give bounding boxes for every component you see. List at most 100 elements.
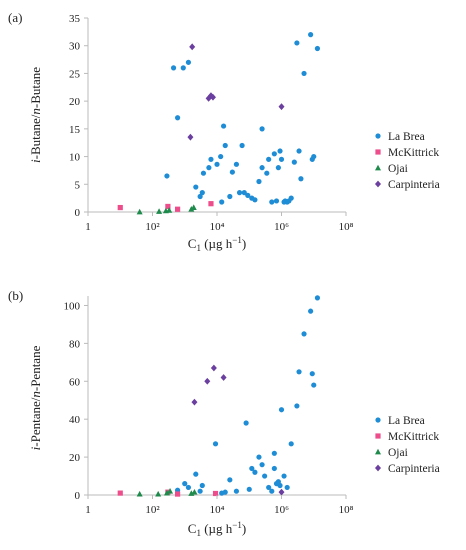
la-brea-point <box>298 176 304 182</box>
legend-a: La Brea McKittrick Ojai Carpinteria <box>375 131 440 191</box>
carpinteria-point <box>278 103 285 111</box>
x-tick-label: 10² <box>145 504 160 516</box>
la-brea-point <box>233 488 240 494</box>
la-brea-point <box>296 148 302 154</box>
la-brea-point <box>222 489 228 495</box>
x-tick-label: 10² <box>145 221 160 233</box>
la-brea-point <box>193 471 199 477</box>
x-tick-label: 10⁸ <box>339 504 354 516</box>
la-brea-point <box>291 159 297 165</box>
panel-b: (b) i-Pentane/n-Pentane C1 (µg h−1) 0 20 4… <box>8 288 354 538</box>
y-tick-label: 15 <box>69 124 81 136</box>
legend-marker-mckittrick <box>375 433 381 439</box>
ojai-point <box>136 490 143 497</box>
ojai-point <box>167 488 174 494</box>
legend-marker-la-brea <box>375 417 381 423</box>
la-brea-point <box>308 32 314 38</box>
y-tick-label: 10 <box>69 152 81 164</box>
la-brea-point <box>271 450 277 456</box>
la-brea-point <box>252 469 258 475</box>
la-brea-point <box>296 369 302 375</box>
la-brea-point <box>281 473 287 479</box>
la-brea-point <box>294 403 300 409</box>
la-brea-point <box>220 123 227 129</box>
y-axis-label: i-Pentane/n-Pentane <box>28 345 43 450</box>
mckittrick-point <box>117 490 123 496</box>
la-brea-point <box>262 473 268 479</box>
la-brea-point <box>245 192 251 198</box>
la-brea-point <box>278 407 285 413</box>
legend-marker-ojai <box>375 448 381 455</box>
la-brea-point <box>197 488 203 494</box>
la-brea-point <box>264 170 270 176</box>
la-brea-point <box>185 484 192 491</box>
la-brea-point <box>271 465 277 472</box>
x-tick-label: 1 <box>85 221 91 233</box>
x-axis-label: C1 (µg h−1) <box>188 235 246 253</box>
mckittrick-point <box>174 206 181 212</box>
la-brea-point <box>301 70 307 77</box>
la-brea-point <box>271 151 277 157</box>
panel-label: (b) <box>8 288 23 303</box>
y-tick-label: 5 <box>75 179 81 191</box>
carpinteria-point <box>189 43 196 51</box>
la-brea-point <box>314 45 321 52</box>
la-brea-point <box>269 199 275 205</box>
carpinteria-point <box>191 398 198 406</box>
la-brea-point <box>214 161 220 167</box>
la-brea-point <box>266 484 272 491</box>
x-tick-label: 1 <box>85 504 91 516</box>
la-brea-point <box>222 142 228 149</box>
la-brea-point <box>193 184 199 190</box>
carpinteria-point <box>210 364 217 372</box>
ojai-point <box>156 208 163 214</box>
mckittrick-point <box>117 204 123 211</box>
ojai-point <box>166 207 173 213</box>
legend-label-ojai: Ojai <box>388 163 408 175</box>
y-tick-label: 30 <box>69 41 81 53</box>
legend-label-carpinteria: Carpinteria <box>388 463 440 475</box>
y-tick-label: 100 <box>64 300 81 312</box>
la-brea-point <box>259 126 265 132</box>
la-brea-point <box>212 441 219 447</box>
legend-b: La Brea McKittrick Ojai Carpinteria <box>375 415 440 475</box>
la-brea-point <box>218 153 224 160</box>
la-brea-point <box>164 173 170 179</box>
la-brea-point <box>275 165 281 171</box>
y-tick-label: 0 <box>75 207 81 219</box>
la-brea-point <box>233 161 240 167</box>
la-brea-point <box>246 486 252 492</box>
y-tick-label: 25 <box>69 68 81 80</box>
y-tick-label: 80 <box>69 338 81 350</box>
y-tick-label: 35 <box>69 13 81 25</box>
ojai-point <box>190 204 197 210</box>
la-brea-point <box>180 65 186 71</box>
x-tick-label: 10⁴ <box>210 221 225 233</box>
la-brea-point <box>236 190 243 196</box>
la-brea-point <box>314 295 321 301</box>
la-brea-point <box>256 178 262 185</box>
la-brea-point <box>252 197 258 203</box>
la-brea-point <box>208 156 214 162</box>
la-brea-point <box>200 170 207 176</box>
x-tick-label: 10⁸ <box>339 221 354 233</box>
legend-label-mckittrick: McKittrick <box>388 431 439 443</box>
mckittrick-point <box>212 490 219 497</box>
la-brea-point <box>256 454 262 460</box>
la-brea-point <box>277 482 283 489</box>
legend-label-la-brea: La Brea <box>388 131 425 143</box>
legend-label-mckittrick: McKittrick <box>388 147 439 159</box>
y-tick-label: 20 <box>69 96 81 108</box>
x-tick-label: 10⁶ <box>274 504 289 516</box>
la-brea-point <box>219 199 225 205</box>
la-brea-point <box>311 153 317 160</box>
la-brea-point <box>288 195 294 201</box>
carpinteria-point <box>207 92 214 99</box>
la-brea-point <box>229 169 235 175</box>
la-brea-point <box>288 441 294 447</box>
y-tick-label: 60 <box>69 376 81 388</box>
ojai-point <box>155 490 162 497</box>
legend-marker-mckittrick <box>375 149 381 155</box>
la-brea-point <box>309 371 315 377</box>
